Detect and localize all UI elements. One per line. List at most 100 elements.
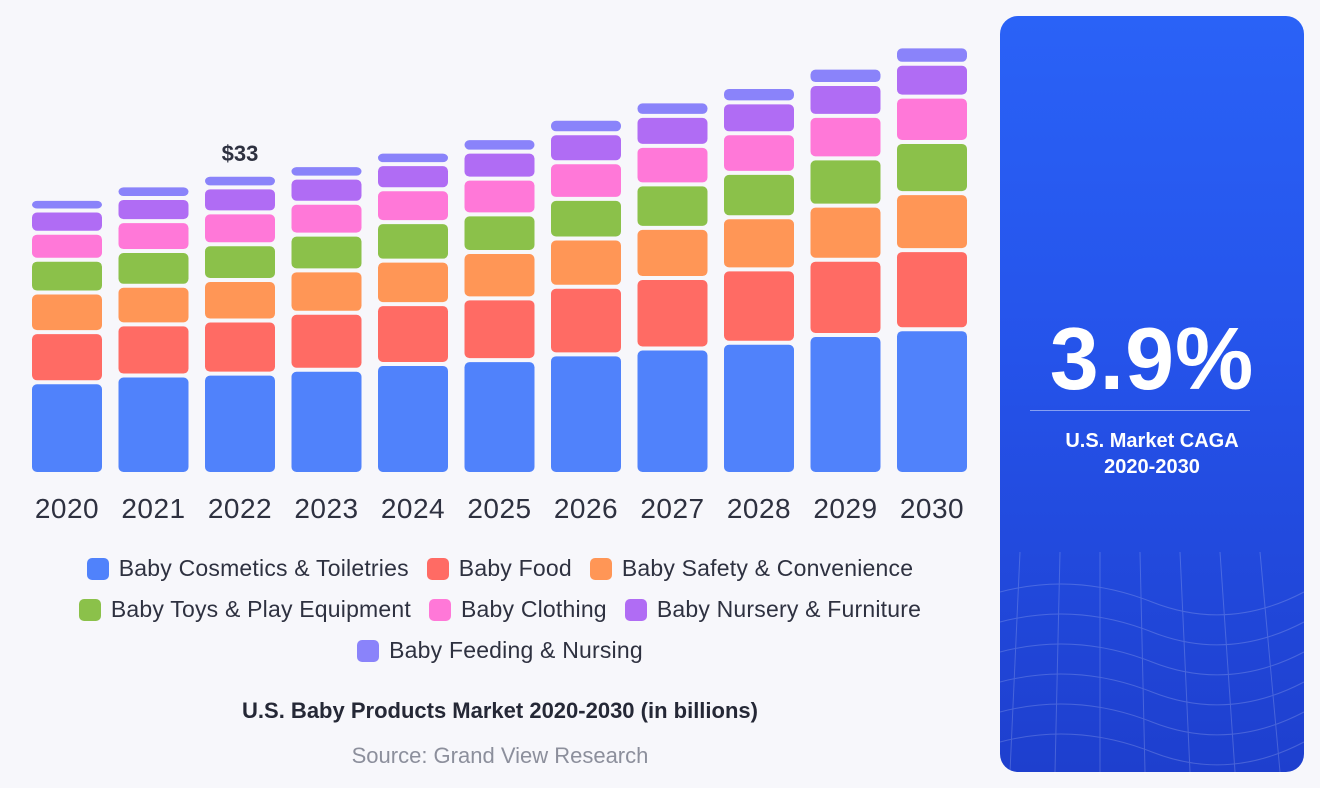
x-tick-label: 2027 bbox=[640, 493, 704, 524]
bar-segment bbox=[637, 229, 708, 277]
x-tick-label: 2030 bbox=[900, 493, 964, 524]
bar-segment bbox=[810, 86, 881, 114]
bar-segment bbox=[118, 326, 189, 374]
legend-item: Baby Toys & Play Equipment bbox=[78, 596, 411, 623]
bar-segment bbox=[551, 288, 621, 353]
bar-segment bbox=[724, 219, 794, 268]
x-tick-label: 2026 bbox=[554, 493, 618, 524]
bar-segment bbox=[810, 69, 881, 83]
bar-segment bbox=[637, 350, 708, 472]
bar-segment bbox=[810, 207, 881, 258]
legend-label: Baby Safety & Convenience bbox=[621, 555, 914, 581]
bar-segment bbox=[724, 271, 794, 341]
legend-row: Baby Toys & Play Equipment Baby Clothing B… bbox=[0, 596, 1000, 623]
bar-segment bbox=[637, 147, 708, 183]
legend-item: Baby Feeding & Nursing bbox=[357, 637, 643, 664]
legend-label: Baby Food bbox=[458, 555, 572, 581]
legend-label: Baby Feeding & Nursing bbox=[389, 637, 643, 663]
bar-segment bbox=[32, 384, 102, 472]
cagr-caption-line1: U.S. Market CAGA bbox=[1065, 430, 1239, 452]
bar-segment bbox=[897, 65, 967, 95]
bar-segment bbox=[205, 189, 275, 211]
bar-segment bbox=[897, 98, 967, 140]
legend-row: Baby Cosmetics & Toiletries Baby Food Baby… bbox=[0, 555, 1000, 582]
x-tick-label: 2023 bbox=[294, 493, 358, 524]
bar-segment bbox=[118, 287, 189, 323]
legend-swatch bbox=[589, 557, 612, 580]
bar-segment bbox=[551, 164, 621, 197]
bar-segment bbox=[118, 187, 189, 196]
legend-item: Baby Nursery & Furniture bbox=[624, 596, 921, 623]
bar-segment bbox=[291, 204, 362, 233]
bar-segment bbox=[118, 199, 189, 220]
bar-segment bbox=[291, 314, 362, 368]
bar-segment bbox=[205, 375, 275, 472]
bar-segment bbox=[810, 337, 881, 472]
bar-segment bbox=[724, 104, 794, 132]
bar-segment bbox=[897, 143, 967, 192]
legend-swatch bbox=[78, 598, 101, 621]
legend-item: Baby Clothing bbox=[429, 596, 607, 623]
bar-segment bbox=[897, 195, 967, 249]
bar-segment bbox=[291, 167, 362, 176]
x-tick-label: 2021 bbox=[121, 493, 185, 524]
bar-segment bbox=[551, 135, 621, 161]
bar-segment bbox=[118, 223, 189, 250]
bar-segment bbox=[205, 214, 275, 243]
bar-segment bbox=[464, 140, 535, 150]
bar-segment bbox=[897, 252, 967, 328]
bar-segment bbox=[810, 117, 881, 157]
legend-swatch bbox=[426, 557, 449, 580]
bar-segment bbox=[464, 362, 535, 472]
x-tick-label: 2028 bbox=[727, 493, 791, 524]
cagr-caption-line2: 2020-2030 bbox=[1104, 456, 1200, 478]
bar-segment bbox=[205, 281, 275, 319]
bar-segment bbox=[378, 262, 448, 303]
chart-title: U.S. Baby Products Market 2020-2030 (in … bbox=[242, 698, 758, 723]
cagr-panel: 3.9% U.S. Market CAGA 2020-2030 bbox=[1000, 16, 1304, 772]
chart-legend: Baby Cosmetics & Toiletries Baby Food Baby… bbox=[0, 555, 1000, 664]
bar-segment bbox=[291, 179, 362, 201]
bar-segment bbox=[464, 180, 535, 213]
x-tick-label: 2022 bbox=[208, 493, 272, 524]
legend-label: Baby Toys & Play Equipment bbox=[110, 596, 411, 622]
wave-grid-decoration bbox=[1000, 552, 1304, 772]
bar-segment bbox=[291, 236, 362, 269]
x-tick-label: 2029 bbox=[813, 493, 877, 524]
bar-segment bbox=[378, 153, 448, 163]
divider bbox=[1030, 410, 1250, 411]
bar-segment bbox=[32, 200, 102, 209]
bar-segment bbox=[378, 365, 448, 472]
bar-segment bbox=[378, 306, 448, 362]
bar-segment bbox=[205, 246, 275, 278]
bar-segment bbox=[32, 261, 102, 291]
legend-item: Baby Safety & Convenience bbox=[589, 555, 914, 582]
bar-segment bbox=[637, 117, 708, 144]
x-tick-label: 2020 bbox=[35, 493, 99, 524]
bar-segment bbox=[551, 200, 621, 237]
bar-segment bbox=[897, 48, 967, 62]
bar-segment bbox=[205, 322, 275, 372]
legend-item: Baby Cosmetics & Toiletries bbox=[86, 555, 409, 582]
bar-segment bbox=[724, 88, 794, 101]
bar-segment bbox=[378, 191, 448, 221]
legend-swatch bbox=[86, 557, 109, 580]
legend-swatch bbox=[429, 598, 451, 621]
x-tick-label: 2024 bbox=[381, 493, 445, 524]
x-tick-label: 2025 bbox=[467, 493, 531, 524]
bar-segment bbox=[205, 176, 275, 186]
legend-swatch bbox=[357, 639, 380, 662]
bar-segment bbox=[32, 294, 102, 331]
bar-segment bbox=[291, 371, 362, 472]
bar-segment bbox=[724, 344, 794, 472]
legend-row: Baby Feeding & Nursing bbox=[0, 637, 1000, 664]
cagr-value: 3.9% bbox=[1049, 309, 1255, 408]
legend-label: Baby Clothing bbox=[461, 596, 607, 622]
bar-segment bbox=[724, 135, 794, 171]
legend-item: Baby Food bbox=[426, 555, 572, 582]
bar-segment bbox=[464, 216, 535, 250]
bar-segment bbox=[32, 334, 102, 381]
bar-segment bbox=[551, 240, 621, 285]
bar-segment bbox=[897, 331, 967, 472]
bar-segment bbox=[464, 300, 535, 359]
